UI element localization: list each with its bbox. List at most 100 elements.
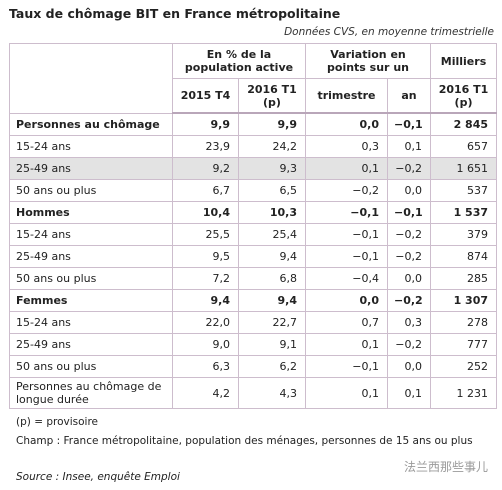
note: (p) = provisoire [16,416,98,428]
cell: 25,5 [172,223,239,246]
subtitle: Données CVS, en moyenne trimestrielle [284,26,494,38]
cell: 379 [430,223,498,246]
cell: −0,2 [386,157,432,180]
cell: 0,0 [305,289,388,312]
title: Taux de chômage BIT en France métropolit… [9,6,341,21]
cell: −0,2 [386,333,432,356]
cell: 1 651 [430,157,498,180]
table-row: 15-24 ans 23,9 24,2 0,3 0,1 657 [9,135,498,158]
cell: 9,2 [172,157,239,180]
cell: 6,8 [238,267,306,290]
row-label: 50 ans ou plus [9,267,173,290]
group-header: Variation en points sur un [304,43,432,79]
cell: 9,4 [172,289,239,312]
table-row: Femmes 9,4 9,4 0,0 −0,2 1 307 [9,289,498,312]
source: Source : Insee, enquête Emploi [16,471,180,483]
cell: 9,9 [238,112,306,136]
cell: −0,2 [386,245,432,268]
cell: 874 [430,245,498,268]
cell: 278 [430,311,498,334]
table-row: Personnes au chômage 9,9 9,9 0,0 −0,1 2 845 [9,112,498,136]
cell: 537 [430,179,498,202]
row-label: Personnes au chômage de longue durée [9,377,173,409]
cell: 25,4 [238,223,306,246]
table-row: 25-49 ans 9,0 9,1 0,1 −0,2 777 [9,333,498,356]
table-row: 25-49 ans 9,5 9,4 −0,1 −0,2 874 [9,245,498,268]
table-row: Personnes au chômage de longue durée 4,2 4… [9,377,498,409]
cell: 9,9 [172,112,239,136]
cell: −0,2 [305,179,388,202]
cell: −0,1 [386,112,432,136]
table-row: 50 ans ou plus 7,2 6,8 −0,4 0,0 285 [9,267,498,290]
cell: 0,0 [386,179,432,202]
cell: 9,4 [238,289,306,312]
cell: 0,3 [386,311,432,334]
cell: 0,7 [305,311,388,334]
cell: 6,2 [238,355,306,378]
row-label: 15-24 ans [9,223,173,246]
column-header: 2016 T1 (p) [238,78,306,114]
cell: 0,1 [305,333,388,356]
cell: −0,1 [386,201,432,224]
cell: 22,0 [172,311,239,334]
cell: 22,7 [238,311,306,334]
cell: 10,3 [238,201,306,224]
cell: −0,2 [386,289,432,312]
row-label: Personnes au chômage [9,112,173,136]
cell: 9,4 [238,245,306,268]
row-label: 50 ans ou plus [9,179,173,202]
table: En % de la population active Variation e… [9,43,498,409]
cell: 0,0 [386,267,432,290]
watermark: 法兰西那些事儿 [403,460,488,474]
cell: 4,3 [238,377,306,409]
cell: 7,2 [172,267,239,290]
column-header: an [386,78,432,114]
header-cell [9,43,173,114]
cell: 9,3 [238,157,306,180]
row-label: 25-49 ans [9,157,173,180]
cell: 4,2 [172,377,239,409]
cell: 6,7 [172,179,239,202]
cell: −0,1 [305,223,388,246]
cell: 6,3 [172,355,239,378]
cell: −0,4 [305,267,388,290]
cell: 1 307 [430,289,498,312]
row-label: Femmes [9,289,173,312]
column-header: 2015 T4 [172,78,239,114]
cell: −0,1 [305,201,388,224]
row-label: 50 ans ou plus [9,355,173,378]
table-row: 50 ans ou plus 6,3 6,2 −0,1 0,0 252 [9,355,498,378]
table-row: 15-24 ans 25,5 25,4 −0,1 −0,2 379 [9,223,498,246]
row-label: 25-49 ans [9,333,173,356]
cell: 9,0 [172,333,239,356]
cell: 10,4 [172,201,239,224]
column-header: trimestre [305,78,388,114]
cell: 0,0 [305,112,388,136]
cell: −0,1 [305,355,388,378]
table-row: 15-24 ans 22,0 22,7 0,7 0,3 278 [9,311,498,334]
cell: 777 [430,333,498,356]
cell: 0,1 [305,377,388,409]
column-header: 2016 T1 (p) [430,78,498,114]
table-row: 25-49 ans 9,2 9,3 0,1 −0,2 1 651 [9,157,498,180]
cell: 23,9 [172,135,239,158]
cell: 0,0 [386,355,432,378]
cell: 252 [430,355,498,378]
cell: 2 845 [430,112,498,136]
cell: 6,5 [238,179,306,202]
row-label: 15-24 ans [9,135,173,158]
cell: 0,1 [386,377,432,409]
note: Champ : France métropolitaine, populatio… [16,435,473,447]
table-row: 50 ans ou plus 6,7 6,5 −0,2 0,0 537 [9,179,498,202]
cell: 0,1 [305,157,388,180]
cell: 1 537 [430,201,498,224]
row-label: 15-24 ans [9,311,173,334]
cell: 0,3 [305,135,388,158]
cell: 9,1 [238,333,306,356]
group-header: En % de la population active [172,43,306,79]
cell: 285 [430,267,498,290]
cell: 0,1 [386,135,432,158]
table-row: Hommes 10,4 10,3 −0,1 −0,1 1 537 [9,201,498,224]
row-label: Hommes [9,201,173,224]
cell: 9,5 [172,245,239,268]
